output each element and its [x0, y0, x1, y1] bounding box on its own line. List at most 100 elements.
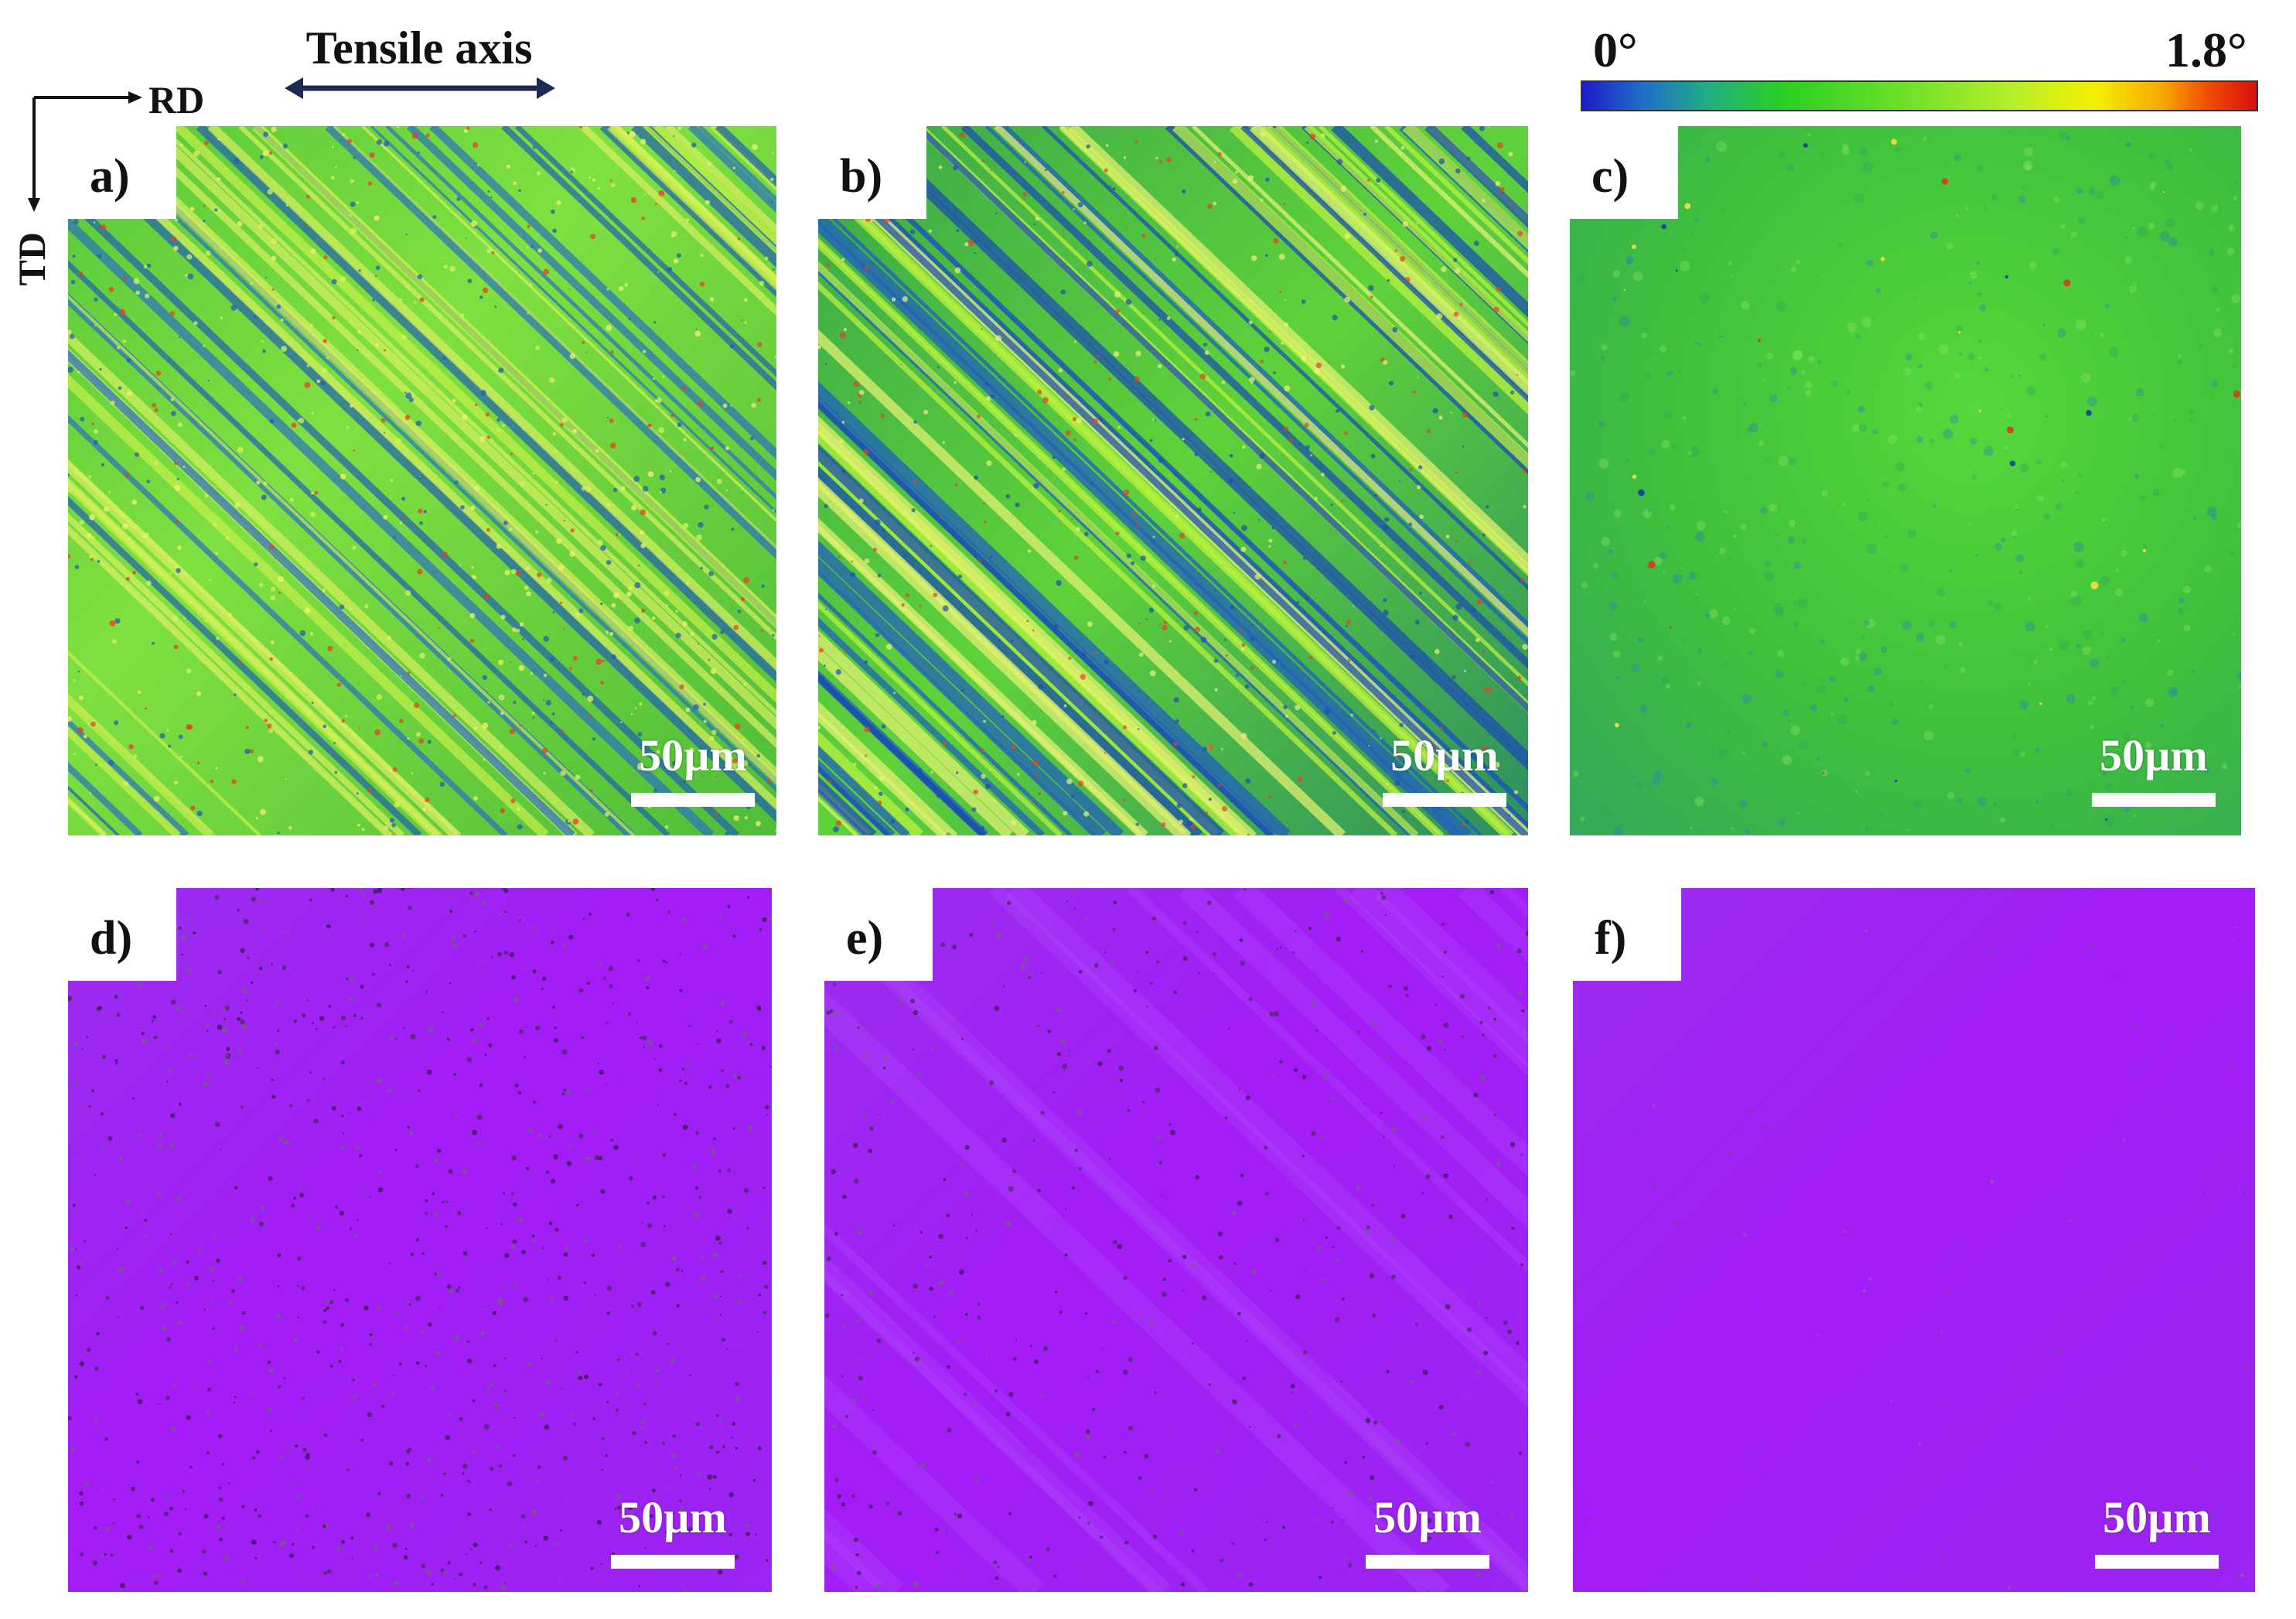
texture-dot — [1573, 770, 1579, 777]
texture-dot — [1426, 1046, 1432, 1051]
texture-dot — [2018, 195, 2027, 203]
texture-dot — [486, 435, 490, 439]
texture-dot — [1769, 503, 1777, 512]
texture-dot — [462, 414, 468, 421]
texture-dot — [404, 415, 411, 420]
texture-dot — [1949, 569, 1953, 572]
texture-stripe — [1384, 126, 1528, 265]
texture-dot — [464, 1259, 467, 1262]
texture-dot — [408, 906, 412, 910]
texture-dot — [690, 632, 694, 637]
texture-dot — [616, 1494, 621, 1499]
texture-dot — [642, 350, 646, 354]
texture-dot — [2134, 473, 2140, 480]
texture-dot — [1232, 1399, 1237, 1405]
texture-dot — [1284, 299, 1287, 302]
texture-stripe — [818, 557, 1107, 835]
texture-dot — [1672, 444, 1678, 450]
texture-dot — [1166, 156, 1172, 162]
texture-dot — [375, 343, 379, 347]
texture-dot — [483, 593, 490, 599]
texture-stripe — [68, 216, 715, 835]
texture-dot — [285, 204, 288, 207]
kam-texture-a — [68, 126, 776, 835]
texture-dot — [749, 926, 752, 929]
texture-dot — [1510, 1142, 1516, 1147]
texture-stripe — [429, 126, 776, 460]
texture-dot — [1694, 797, 1704, 807]
texture-dot — [1817, 359, 1823, 365]
texture-dot — [2136, 388, 2144, 397]
texture-dot — [1068, 1069, 1071, 1071]
texture-dot — [1283, 203, 1286, 206]
texture-dot — [1301, 299, 1306, 304]
texture-dot — [1279, 290, 1282, 293]
texture-dot — [476, 1114, 483, 1120]
texture-dot — [91, 536, 95, 540]
texture-dot — [487, 190, 490, 193]
texture-dot — [473, 726, 477, 730]
texture-dot — [367, 181, 373, 186]
texture-dot — [1520, 1153, 1523, 1156]
texture-dot — [1042, 397, 1049, 404]
texture-dot — [1461, 1035, 1464, 1038]
texture-dot — [1205, 811, 1209, 815]
texture-dot — [694, 1186, 699, 1190]
texture-dot — [2082, 646, 2092, 655]
texture-dot — [2060, 461, 2068, 469]
texture-dot — [2109, 175, 2120, 186]
texture-dot — [296, 1494, 301, 1499]
texture-dot — [1133, 989, 1138, 993]
texture-dot — [1462, 412, 1468, 418]
texture-dot — [1974, 553, 1980, 558]
texture-dot — [2199, 344, 2204, 349]
texture-dot — [2170, 1099, 2174, 1103]
texture-dot — [1661, 439, 1670, 449]
texture-dot — [818, 726, 821, 730]
texture-dot — [563, 1088, 567, 1092]
texture-dot — [1712, 388, 1718, 395]
texture-dot — [858, 1230, 863, 1235]
texture-dot — [1158, 623, 1162, 626]
texture-dot — [775, 829, 776, 832]
texture-dot — [1231, 1542, 1235, 1545]
texture-stripe — [818, 329, 1346, 835]
texture-dot — [1682, 415, 1687, 420]
texture-dot — [340, 1060, 346, 1065]
texture-dot — [991, 921, 996, 924]
texture-dot — [360, 985, 364, 989]
texture-dot — [415, 1296, 421, 1302]
texture-dot — [2189, 418, 2193, 422]
texture-dot — [2035, 747, 2041, 753]
texture-dot — [563, 738, 566, 740]
texture-dot — [387, 635, 391, 640]
texture-dot — [1284, 715, 1288, 718]
texture-dot — [1516, 374, 1519, 376]
texture-dot — [2010, 374, 2015, 378]
texture-dot — [974, 475, 979, 480]
texture-dot — [913, 1283, 919, 1289]
texture-dot — [1124, 1540, 1129, 1546]
texture-dot — [176, 1197, 181, 1202]
td-axis-label: TD — [10, 232, 53, 286]
texture-dot — [1225, 654, 1228, 657]
texture-dot — [532, 472, 535, 475]
texture-dot — [1878, 811, 1884, 817]
texture-dot — [370, 1392, 372, 1394]
texture-dot — [234, 502, 241, 508]
texture-dot — [175, 1301, 179, 1304]
texture-dot — [989, 1080, 994, 1085]
texture-dot — [665, 961, 668, 965]
texture-dot — [145, 532, 149, 536]
texture-dot — [136, 982, 142, 987]
texture-dot — [1493, 761, 1500, 768]
texture-dot — [594, 1155, 600, 1160]
texture-dot — [159, 1403, 161, 1406]
texture-dot — [458, 1286, 461, 1289]
texture-dot — [358, 888, 364, 891]
texture-dot — [1336, 936, 1341, 942]
texture-dot — [277, 832, 280, 835]
texture-dot — [1368, 285, 1374, 292]
texture-dot — [213, 523, 217, 528]
texture-dot — [431, 1583, 435, 1586]
